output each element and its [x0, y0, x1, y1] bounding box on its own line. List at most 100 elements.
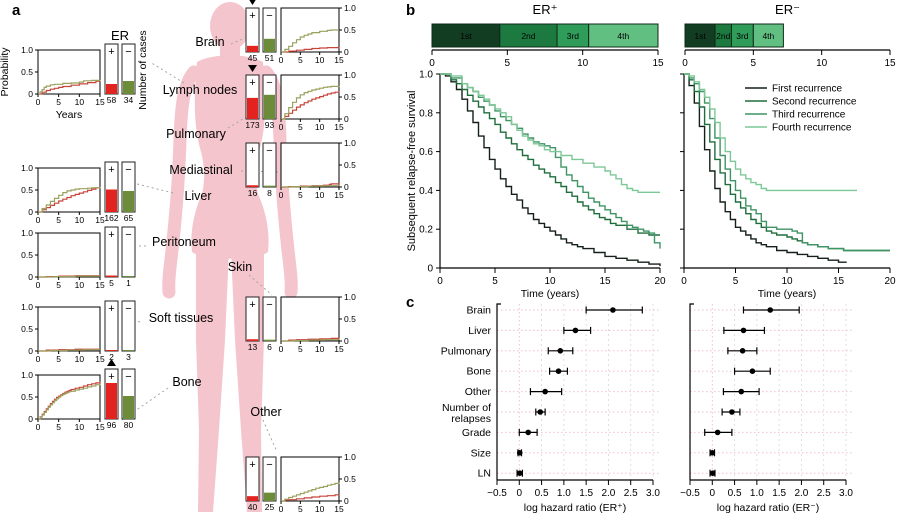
estimate-point	[557, 348, 564, 354]
er-minus-count: 65	[124, 213, 134, 223]
x-tick-label: 1.5	[772, 488, 786, 499]
x-tick-label: 0	[36, 422, 41, 432]
er-minus-bar-fill	[264, 185, 275, 187]
x-tick-label: 5	[298, 344, 303, 354]
er-minus-count: 51	[265, 53, 275, 63]
x-tick-label: 0.5	[728, 488, 742, 499]
x-tick-label: 10	[315, 55, 325, 65]
x-tick-label: 2.5	[817, 488, 831, 499]
category-label: Bone	[466, 366, 491, 378]
x-axis-title: Time (years)	[521, 288, 580, 300]
estimate-point	[516, 450, 523, 456]
er-plus-curve	[281, 91, 340, 120]
y-tick-label: 0	[344, 496, 349, 506]
y-tick-label: 0	[28, 207, 33, 217]
er-minus-curve	[38, 383, 101, 420]
km-plot-box	[37, 306, 101, 352]
er-minus-bar-fill	[264, 38, 275, 52]
er-plus-curve	[38, 186, 101, 213]
er-plus-sign: +	[249, 10, 255, 22]
er-minus-sign: −	[125, 229, 131, 241]
site-group-brain: Brain 0 5 10 15 1.0 0.5 0 +45 − 51	[195, 0, 356, 65]
er-negative-duration-bar-segment-4th	[752, 23, 784, 48]
body-head	[210, 2, 250, 50]
x-tick-label: 15	[833, 276, 845, 287]
er-minus-curve	[38, 79, 101, 95]
y-tick-label: 0.4	[419, 186, 433, 197]
x-tick-label: 15	[599, 276, 611, 287]
estimate-point	[738, 388, 745, 395]
x-tick-label: 15	[95, 354, 105, 364]
site-group-peritoneum: Peritoneum 0 5 10 15 1.0 0.5 0 +5 − 1	[21, 226, 216, 290]
y-tick-label: 0.5	[21, 324, 33, 334]
estimate-point	[610, 307, 616, 313]
site-label: Mediastinal	[169, 163, 232, 177]
x-tick-label: 20	[654, 276, 666, 287]
x-tick-label: 10	[75, 280, 85, 290]
er-minus-curve	[281, 29, 339, 53]
y-tick-label: 0	[344, 47, 349, 57]
estimate-point	[749, 368, 756, 374]
er-plus-bar-fill	[247, 45, 258, 52]
segment-label: 2nd	[521, 31, 535, 41]
panel-b-survival-charts: ER⁺ 1st 2nd 3rd 4th 0 5 10 15 ER⁻ 1st 2nd 3rd 4th 0 5 10…	[406, 2, 896, 300]
er-minus-count: 34	[124, 95, 134, 105]
km-plot-box	[280, 74, 340, 120]
km-curve-second	[440, 73, 660, 236]
km-curve-fourth	[440, 73, 660, 193]
er-minus-sign: −	[266, 145, 272, 157]
y-tick-label: 0.5	[344, 474, 356, 484]
er-minus-curve	[38, 275, 100, 278]
x-tick-label: 0	[279, 504, 284, 514]
er-plus-count: 13	[248, 342, 258, 352]
body-left-arm	[162, 65, 201, 299]
site-group-lymph-nodes: Lymph nodes 0 5 10 15 1.0 0.5 0 +58 − 34 ER Probabil…	[0, 28, 237, 121]
er-minus-sign: −	[125, 371, 131, 383]
site-group-liver: Liver 0 5 10 15 1.0 0.5 0 +162 − 65	[21, 161, 212, 225]
er-plus-bar-fill	[106, 189, 117, 212]
y-tick-label: 1.0	[21, 302, 33, 312]
y-tick-label: 1.0	[419, 70, 433, 81]
x-tick-label: 0	[36, 97, 41, 107]
legend-label: Third recurrence	[772, 110, 846, 121]
x-tick-label: 2.0	[601, 488, 615, 499]
km-plot-box	[37, 49, 101, 95]
estimate-point	[740, 327, 747, 334]
segment-label: 3rd	[567, 31, 580, 41]
er-plus-bar-fill	[106, 383, 117, 419]
y-tick-label: 1.0	[21, 228, 33, 238]
x-tick-label: 15	[334, 344, 344, 354]
km-plot-box	[37, 374, 101, 420]
x-tick-label: 2.5	[624, 488, 638, 499]
x-tick-label: 10	[577, 58, 589, 69]
er-plus-sign: +	[108, 46, 114, 58]
site-label: Soft tissues	[149, 311, 214, 325]
site-group-bone: Bone 0 5 10 15 1.0 0.5 0 +96 − 80	[21, 359, 202, 432]
er-minus-sign: −	[266, 459, 272, 471]
estimate-point	[555, 368, 562, 374]
category-label: Liver	[468, 325, 491, 337]
y-tick-label: 0.5	[344, 25, 356, 35]
panel-b-label: b	[406, 2, 416, 19]
er-plus-bar-fill	[247, 185, 258, 187]
segment-label: 4th	[617, 31, 629, 41]
connector-line	[135, 320, 141, 323]
er-plus-bar-fill	[106, 350, 117, 351]
x-tick-label: 15	[884, 58, 896, 69]
er-plus-bar-fill	[247, 496, 258, 501]
er-negative-duration-bar: 1st 2nd 3rd 4th 0 5 10 15	[682, 23, 896, 69]
x-tick-label: 10	[75, 97, 85, 107]
site-group-mediastinal: Mediastinal 0 5 10 15 1.0 0.5 0 +16 − 8	[169, 138, 356, 200]
estimate-point	[537, 409, 544, 415]
km-curve-third	[440, 73, 661, 249]
er-minus-sign: −	[266, 299, 272, 311]
er-minus-count: 93	[265, 120, 275, 130]
x-tick-label: 20	[884, 276, 896, 287]
x-tick-label: 2.0	[794, 488, 808, 499]
y-tick-label: 0.5	[344, 92, 356, 102]
x-axis-title: log hazard ratio (ER⁻)	[717, 502, 819, 514]
er-minus-curve	[281, 339, 340, 342]
x-tick-label: 15	[95, 422, 105, 432]
legend-label: Second recurrence	[772, 97, 857, 108]
x-tick-label: 10	[315, 122, 325, 132]
